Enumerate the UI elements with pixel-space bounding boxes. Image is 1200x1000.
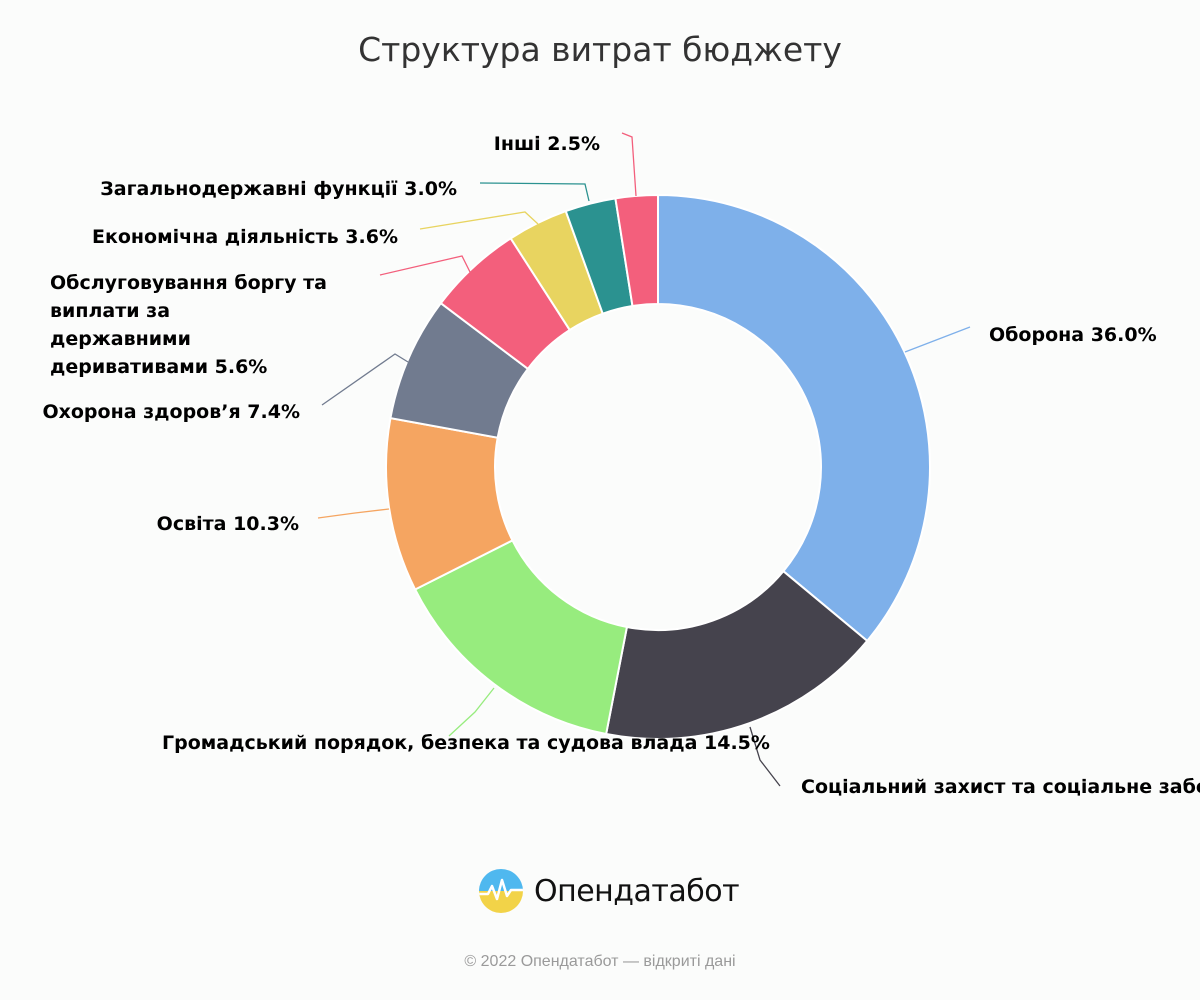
slice-label-7: Економічна діяльність 3.6% — [92, 226, 398, 248]
leader-line-1 — [904, 326, 971, 353]
slice-label-3: Громадський порядок, безпека та судова в… — [162, 732, 770, 754]
leader-line-5 — [321, 353, 409, 406]
slice-label-1: Оборона 36.0% — [989, 324, 1157, 346]
leader-line-4 — [317, 508, 390, 519]
slice-label-9: Інші 2.5% — [494, 133, 600, 155]
leader-line-8 — [479, 182, 590, 202]
leader-line-6 — [379, 255, 472, 276]
footer-copyright: © 2022 Опендатабот — відкриті дані — [464, 953, 736, 970]
leader-line-9 — [621, 132, 637, 197]
slice-label-6: Обслуговування боргу та виплати за державн… — [50, 272, 327, 378]
slice-2[interactable] — [604, 569, 869, 740]
slice-label-8: Загальнодержавні функції 3.0% — [100, 178, 457, 200]
brand: Опендатабот — [478, 866, 740, 916]
leader-line-3 — [448, 687, 495, 737]
brand-name: Опендатабот — [534, 873, 740, 909]
slice-9[interactable] — [614, 193, 659, 308]
slice-3[interactable] — [413, 539, 629, 736]
leader-line-7 — [419, 211, 539, 230]
slice-label-2: Соціальний захист та соціальне забезпече… — [801, 776, 1200, 798]
slice-1[interactable] — [657, 193, 931, 643]
chart-title: Структура витрат бюджету — [358, 30, 842, 69]
opendatabot-logo-icon — [479, 869, 523, 913]
leader-line-2 — [749, 726, 781, 787]
slice-label-4: Освіта 10.3% — [157, 513, 299, 535]
slice-label-5: Охорона здоров’я 7.4% — [42, 401, 300, 423]
